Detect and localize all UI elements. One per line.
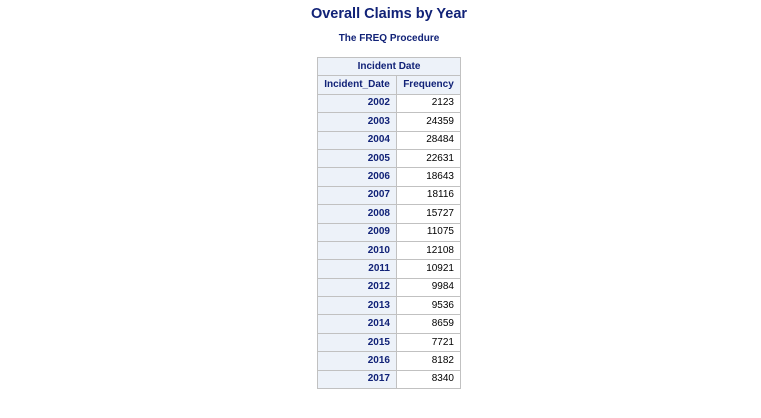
frequency-cell: 10921 (396, 259, 461, 279)
table-row: 2003 24359 (317, 112, 461, 132)
frequency-cell: 8340 (396, 369, 461, 390)
row-header-year: 2012 (317, 277, 397, 298)
row-header-year: 2002 (317, 93, 397, 114)
frequency-cell: 8659 (396, 314, 461, 334)
frequency-cell: 28484 (396, 130, 461, 150)
table-row: 2014 8659 (317, 314, 461, 334)
table-body: 2002 2123 2003 24359 2004 28484 2005 22631 2006 1… (317, 93, 461, 390)
frequency-cell: 2123 (396, 93, 461, 114)
frequency-cell: 18116 (396, 185, 461, 206)
table-row: 2011 10921 (317, 259, 461, 279)
row-header-year: 2003 (317, 112, 397, 132)
frequency-cell: 12108 (396, 240, 461, 261)
table-row: 2002 2123 (317, 93, 461, 114)
table-row: 2006 18643 (317, 167, 461, 187)
frequency-cell: 18643 (396, 167, 461, 187)
table-row: 2004 28484 (317, 130, 461, 150)
row-header-year: 2014 (317, 314, 397, 334)
table-row: 2015 7721 (317, 332, 461, 353)
frequency-cell: 9536 (396, 296, 461, 316)
group-header: Incident Date (317, 56, 461, 77)
row-header-year: 2009 (317, 222, 397, 242)
frequency-cell: 22631 (396, 148, 461, 169)
frequency-table: Incident Date Incident_Date Frequency 20… (317, 56, 461, 390)
row-header-year: 2008 (317, 204, 397, 224)
row-header-year: 2011 (317, 259, 397, 279)
row-header-year: 2006 (317, 167, 397, 187)
row-header-year: 2005 (317, 148, 397, 169)
table-row: 2010 12108 (317, 240, 461, 261)
frequency-cell: 8182 (396, 351, 461, 371)
table-row: 2007 18116 (317, 185, 461, 206)
row-header-year: 2017 (317, 369, 397, 390)
table-group-header-row: Incident Date (317, 56, 461, 77)
frequency-cell: 11075 (396, 222, 461, 242)
report-title: Overall Claims by Year (310, 6, 468, 22)
column-header-incident-date: Incident_Date (317, 75, 397, 95)
frequency-cell: 9984 (396, 277, 461, 298)
row-header-year: 2010 (317, 240, 397, 261)
table-row: 2016 8182 (317, 351, 461, 371)
procedure-subtitle: The FREQ Procedure (338, 33, 440, 44)
table-row: 2009 11075 (317, 222, 461, 242)
frequency-cell: 15727 (396, 204, 461, 224)
row-header-year: 2016 (317, 351, 397, 371)
frequency-cell: 24359 (396, 112, 461, 132)
table-row: 2017 8340 (317, 369, 461, 390)
table-column-header-row: Incident_Date Frequency (317, 75, 461, 95)
row-header-year: 2007 (317, 185, 397, 206)
frequency-cell: 7721 (396, 332, 461, 353)
table-row: 2008 15727 (317, 204, 461, 224)
row-header-year: 2015 (317, 332, 397, 353)
table-row: 2005 22631 (317, 148, 461, 169)
row-header-year: 2004 (317, 130, 397, 150)
column-header-frequency: Frequency (396, 75, 461, 95)
row-header-year: 2013 (317, 296, 397, 316)
table-row: 2013 9536 (317, 296, 461, 316)
table-row: 2012 9984 (317, 277, 461, 298)
